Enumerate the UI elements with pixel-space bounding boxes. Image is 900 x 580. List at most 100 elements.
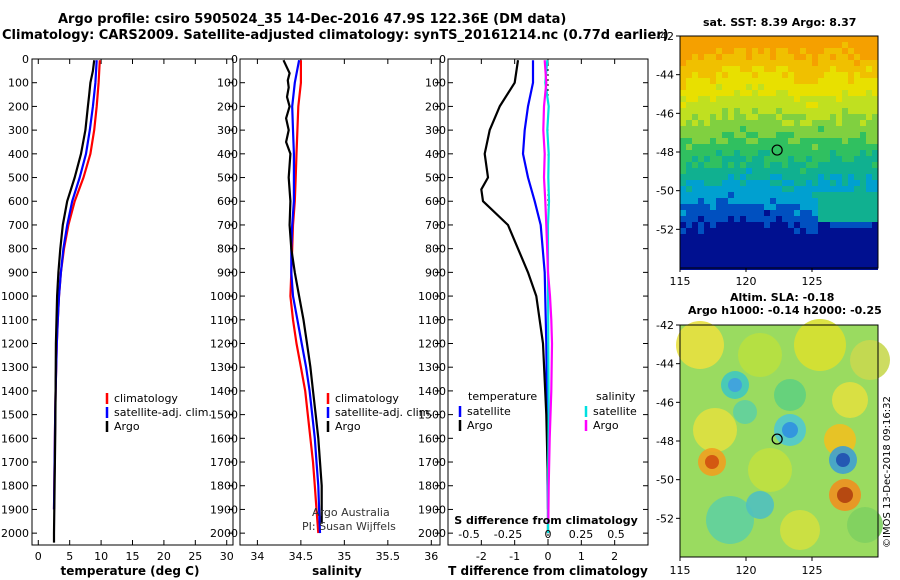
sst-cell: [692, 216, 698, 222]
sst-cell: [800, 198, 806, 204]
sst-cell: [836, 150, 842, 156]
sst-cell: [770, 210, 776, 216]
sst-cell: [734, 78, 740, 84]
sst-cell: [692, 228, 698, 234]
sst-cell: [746, 48, 752, 54]
sst-cell: [710, 162, 716, 168]
sst-cell: [824, 264, 830, 270]
sst-cell: [698, 198, 704, 204]
sst-cell: [770, 78, 776, 84]
sst-cell: [788, 204, 794, 210]
sst-cell: [800, 84, 806, 90]
sst-cell: [872, 204, 878, 210]
sst-cell: [752, 192, 758, 198]
sst-cell: [830, 102, 836, 108]
sst-cell: [866, 174, 872, 180]
sst-cell: [842, 120, 848, 126]
sst-cell: [830, 258, 836, 264]
sst-cell: [770, 192, 776, 198]
sst-cell: [860, 258, 866, 264]
sst-cell: [758, 180, 764, 186]
sst-cell: [698, 96, 704, 102]
sst-cell: [830, 48, 836, 54]
sst-cell: [734, 42, 740, 48]
depth-tick-label: 700: [8, 219, 29, 232]
sst-cell: [860, 264, 866, 270]
sst-cell: [830, 120, 836, 126]
sst-cell: [734, 132, 740, 138]
sst-cell: [722, 222, 728, 228]
temperature-profile-line: [52, 60, 96, 543]
sst-cell: [848, 60, 854, 66]
sst-cell: [812, 138, 818, 144]
sst-cell: [752, 54, 758, 60]
sst-cell: [794, 42, 800, 48]
title-line1: Argo profile: csiro 5905024_35 14-Dec-20…: [58, 12, 567, 27]
sst-cell: [788, 126, 794, 132]
sst-cell: [764, 186, 770, 192]
sst-cell: [770, 180, 776, 186]
sst-cell: [776, 192, 782, 198]
sst-cell: [860, 192, 866, 198]
sst-cell: [740, 168, 746, 174]
map-lat-label: -44: [656, 69, 674, 82]
sst-cell: [680, 252, 686, 258]
sst-cell: [710, 36, 716, 42]
sst-cell: [740, 180, 746, 186]
sst-cell: [680, 144, 686, 150]
sst-cell: [782, 108, 788, 114]
sst-cell: [752, 150, 758, 156]
sst-cell: [716, 234, 722, 240]
sst-cell: [764, 48, 770, 54]
sst-cell: [854, 258, 860, 264]
sst-cell: [770, 216, 776, 222]
sst-cell: [710, 216, 716, 222]
sst-cell: [752, 84, 758, 90]
sst-cell: [830, 246, 836, 252]
sst-cell: [680, 42, 686, 48]
sst-cell: [704, 126, 710, 132]
sst-cell: [722, 216, 728, 222]
sst-cell: [872, 42, 878, 48]
sst-cell: [710, 66, 716, 72]
sst-cell: [842, 72, 848, 78]
sst-cell: [716, 102, 722, 108]
sst-cell: [818, 72, 824, 78]
sst-cell: [734, 102, 740, 108]
sst-cell: [848, 84, 854, 90]
sst-cell: [764, 144, 770, 150]
sst-cell: [848, 222, 854, 228]
sst-cell: [872, 60, 878, 66]
sst-cell: [788, 72, 794, 78]
sst-cell: [776, 42, 782, 48]
sst-cell: [824, 102, 830, 108]
sst-cell: [710, 228, 716, 234]
sst-cell: [860, 222, 866, 228]
sst-cell: [782, 168, 788, 174]
sst-cell: [842, 168, 848, 174]
sst-cell: [710, 120, 716, 126]
sst-cell: [728, 168, 734, 174]
sst-cell: [692, 120, 698, 126]
sst-cell: [872, 240, 878, 246]
depth-tick-label: 1300: [210, 361, 238, 374]
sst-cell: [728, 84, 734, 90]
sst-cell: [692, 240, 698, 246]
sst-cell: [740, 84, 746, 90]
sst-cell: [818, 198, 824, 204]
sst-cell: [854, 210, 860, 216]
sst-cell: [848, 132, 854, 138]
sst-cell: [782, 72, 788, 78]
sst-cell: [740, 210, 746, 216]
sst-cell: [710, 168, 716, 174]
sst-cell: [770, 246, 776, 252]
sst-cell: [818, 54, 824, 60]
depth-tick-label: 400: [217, 148, 238, 161]
sst-cell: [776, 144, 782, 150]
legend-entry: Argo: [593, 419, 619, 432]
sst-cell: [812, 150, 818, 156]
sst-cell: [752, 108, 758, 114]
sst-cell: [848, 198, 854, 204]
sst-cell: [680, 114, 686, 120]
sst-cell: [836, 138, 842, 144]
